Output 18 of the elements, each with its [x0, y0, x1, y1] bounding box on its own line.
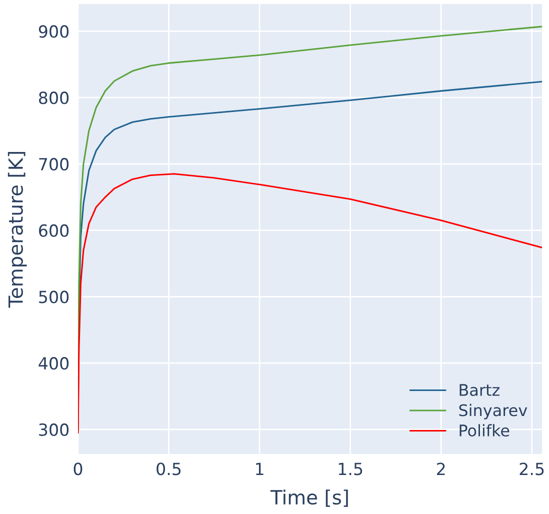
- x-tick-label: 1.5: [338, 462, 362, 476]
- y-tick-label: 500: [39, 290, 69, 304]
- y-tick-label: 800: [38, 92, 69, 104]
- x-tick-label: 1: [256, 462, 264, 475]
- y-tick-label: 300: [39, 423, 69, 436]
- y-tick-label: 900: [38, 25, 69, 38]
- y-tick-label: 700: [39, 158, 69, 171]
- x-tick-label: 0.5: [156, 462, 181, 476]
- x-tick-label: 0: [74, 462, 82, 476]
- legend-label: Polifke: [460, 424, 510, 437]
- legend-label: Bartz: [460, 384, 500, 396]
- x-tick-label: 2: [436, 462, 445, 475]
- x-tick-label: 2.5: [520, 462, 544, 476]
- y-axis-title: Temperature [K]: [8, 152, 27, 308]
- y-tick-label: 400: [38, 357, 69, 370]
- x-axis-title: Time [s]: [270, 490, 348, 507]
- legend-label: Sinyarev: [459, 404, 528, 420]
- y-tick-label: 600: [39, 224, 69, 237]
